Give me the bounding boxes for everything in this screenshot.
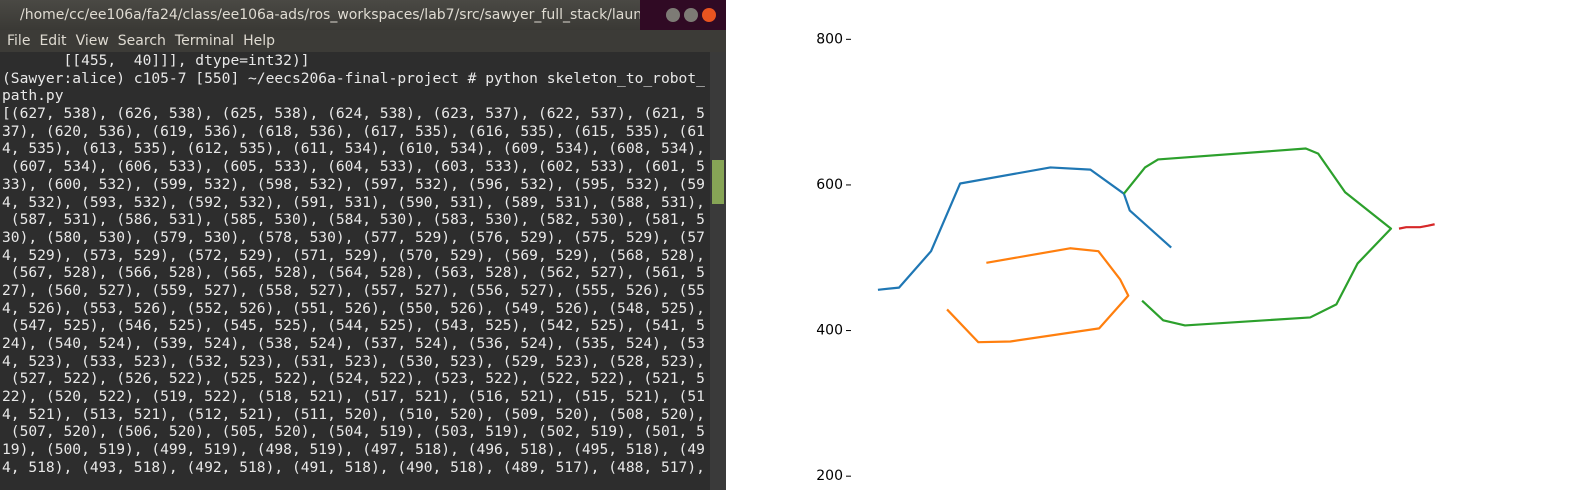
line-series [877, 166, 1172, 291]
terminal-line: (587, 531), (586, 531), (585, 530), (584… [2, 211, 705, 229]
terminal-line: [[455, 40]]], dtype=int32)] [2, 52, 310, 69]
menu-item[interactable]: Help [243, 33, 275, 49]
terminal-line: 37), (620, 536), (619, 536), (618, 536),… [2, 122, 705, 140]
line-series [1123, 147, 1393, 327]
terminal-line: 27), (560, 527), (559, 527), (558, 527),… [2, 281, 705, 299]
y-tick-label: 400 [816, 323, 843, 339]
menu-item[interactable]: Terminal [174, 33, 235, 49]
terminal-line: 4, 529), (573, 529), (572, 529), (571, 5… [2, 246, 705, 264]
terminal-output: [[455, 40]]], dtype=int32)] (Sawyer:alice… [0, 52, 710, 490]
terminal-line: (567, 528), (566, 528), (565, 528), (564… [2, 264, 705, 282]
terminal-line: 30), (580, 530), (579, 530), (578, 530),… [2, 228, 705, 246]
terminal-line: 4, 523), (533, 523), (532, 523), (531, 5… [2, 352, 705, 370]
terminal-line: (527, 522), (526, 522), (525, 522), (524… [2, 370, 705, 388]
menu-item[interactable]: Search [117, 33, 166, 49]
terminal-line: 4, 521), (513, 521), (512, 521), (511, 5… [2, 405, 705, 423]
terminal-line: 33), (600, 532), (599, 532), (598, 532),… [2, 175, 705, 193]
chart: 200 400 600 800 [816, 31, 1435, 484]
line-series [946, 247, 1130, 344]
terminal-window: /home/cc/ee106a/fa24/class/ee106a-ads/ro… [0, 0, 726, 490]
close-button[interactable] [702, 8, 716, 22]
terminal-line: 4, 535), (613, 535), (612, 535), (611, 5… [2, 140, 705, 158]
menu-item[interactable]: Edit [39, 33, 67, 49]
window-title: /home/cc/ee106a/fa24/class/ee106a-ads/ro… [0, 0, 640, 30]
terminal-line: (Sawyer:alice) c105-7 [550] ~/eecs206a-f… [2, 69, 705, 87]
terminal-line: 19), (500, 519), (499, 519), (498, 519),… [2, 441, 705, 459]
minimize-button[interactable] [666, 8, 680, 22]
terminal-line: 4, 518), (493, 518), (492, 518), (491, 5… [2, 458, 705, 476]
y-tick-label: 200 [816, 468, 843, 484]
terminal-line: 4, 532), (593, 532), (592, 532), (591, 5… [2, 193, 705, 211]
terminal-line: (507, 520), (506, 520), (505, 520), (504… [2, 423, 705, 441]
y-tick-label: 800 [816, 31, 843, 47]
maximize-button[interactable] [684, 8, 698, 22]
terminal-line: path.py [2, 87, 64, 105]
y-tick-label: 600 [816, 177, 843, 193]
terminal-line: 24), (540, 524), (539, 524), (538, 524),… [2, 335, 705, 352]
terminal-line: 22), (520, 522), (519, 522), (518, 521),… [2, 388, 705, 406]
menu-item[interactable]: View [75, 33, 109, 49]
menu-bar: File Edit View Search Terminal Help [0, 30, 726, 52]
terminal-line: 4, 526), (553, 526), (552, 526), (551, 5… [2, 299, 705, 317]
line-series [1398, 223, 1435, 230]
menu-item[interactable]: File [7, 33, 31, 49]
terminal-line: [(627, 538), (626, 538), (625, 538), (62… [2, 105, 705, 123]
terminal-line: (607, 534), (606, 533), (605, 533), (604… [2, 158, 705, 176]
scrollbar[interactable] [710, 52, 726, 490]
terminal-line: (547, 525), (546, 525), (545, 525), (544… [2, 317, 705, 335]
scroll-thumb[interactable] [712, 160, 724, 204]
